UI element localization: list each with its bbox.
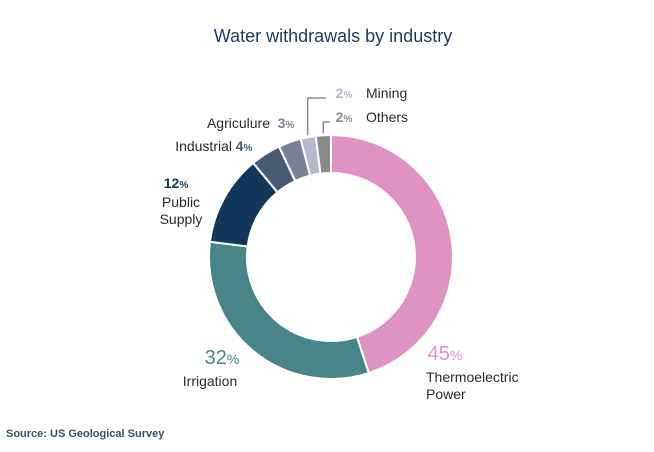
category-label-irrigation: Irrigation [183,373,237,389]
leader-lines [307,97,330,136]
category-label-others: Others [366,109,408,125]
pct-label-irrigation: 32% [205,347,240,369]
chart-title: Water withdrawals by industry [214,26,452,46]
pct-label-mining: 2% [336,85,353,101]
leader-line-others [322,121,330,134]
pct-label-others: 2% [336,109,353,125]
category-label-thermoelectric-power: Thermoelectric Power [426,369,519,402]
pct-label-industrial: 4% [236,138,253,154]
pct-label-agriculure: 3% [278,115,295,131]
source-note: Source: US Geological Survey [6,428,165,440]
slice-thermoelectric-power [330,133,454,375]
donut-slices [208,133,454,380]
category-label-public-supply: Public Supply [160,194,203,227]
category-label-mining: Mining [366,85,407,101]
category-label-industrial: Industrial [175,138,232,154]
pct-label-thermoelectric-power: 45% [428,343,463,365]
slice-labels: 45% Thermoelectric Power 32% Irrigation 12% Pu… [160,85,519,402]
pct-label-public-supply: 12% [164,175,189,191]
category-label-agriculure: Agriculure [207,115,270,131]
slice-others [314,133,332,175]
leader-line-mining [307,97,326,136]
